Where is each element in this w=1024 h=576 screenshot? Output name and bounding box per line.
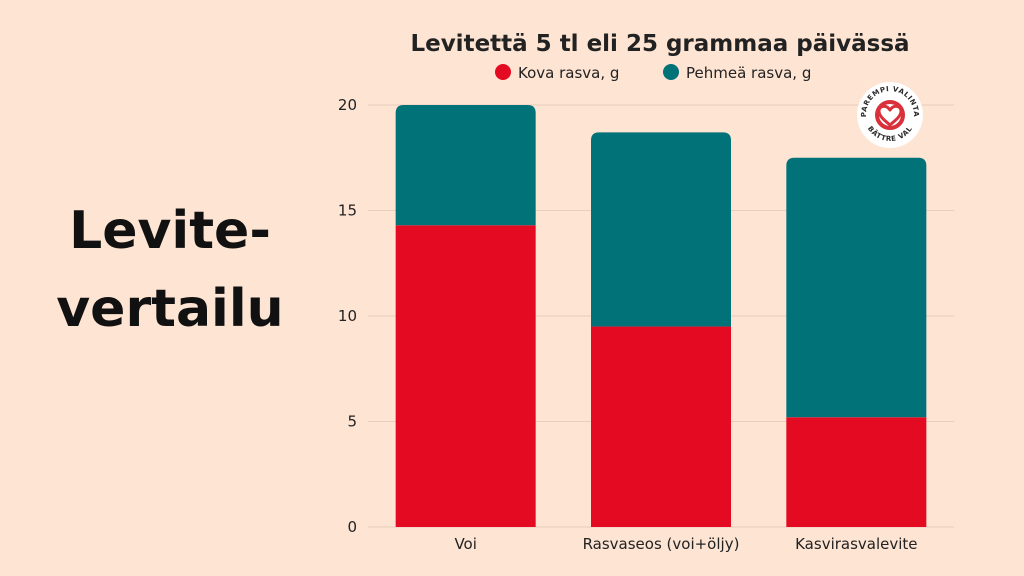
legend-label: Kova rasva, g <box>518 64 619 82</box>
y-tick-label: 10 <box>338 307 357 325</box>
side-title-line-1: Levite- <box>69 201 271 261</box>
heart-icon <box>877 104 903 127</box>
y-tick-label: 0 <box>347 518 357 536</box>
y-axis: 0 5 10 15 20 <box>338 96 357 536</box>
side-title: Levite- vertailu <box>50 192 290 348</box>
x-category-label: Rasvaseos (voi+öljy) <box>583 535 740 553</box>
chart-bars <box>395 105 927 527</box>
legend-swatch <box>663 64 679 80</box>
bar-segment-pehmea-rasva-2 <box>591 132 731 327</box>
y-tick-label: 5 <box>347 413 357 431</box>
parempi-valinta-logo: PAREMPI VALINTA BÄTTRE VAL <box>857 82 923 148</box>
logo-ring <box>875 100 905 130</box>
legend-swatch <box>495 64 511 80</box>
chart-legend: Kova rasva, g Pehmeä rasva, g <box>495 64 811 82</box>
legend-label: Pehmeä rasva, g <box>686 64 811 82</box>
bar-segment-pehmea-rasva-1 <box>395 105 536 226</box>
x-category-label: Voi <box>454 535 476 553</box>
chart-title: Levitettä 5 tl eli 25 grammaa päivässä <box>410 31 909 57</box>
logo-badge <box>857 82 923 148</box>
bar-segment-kova-rasva-3 <box>786 417 927 527</box>
bar-segment-pehmea-rasva-3 <box>786 157 927 418</box>
bar-segment-kova-rasva-2 <box>591 326 731 527</box>
y-tick-label: 20 <box>338 96 357 114</box>
x-category-label: Kasvirasvalevite <box>795 535 917 553</box>
side-title-line-2: vertailu <box>56 279 284 339</box>
x-axis: Voi Rasvaseos (voi+öljy) Kasvirasvalevite <box>454 535 917 553</box>
y-tick-label: 15 <box>338 202 357 220</box>
bar-segment-kova-rasva-1 <box>395 225 536 527</box>
